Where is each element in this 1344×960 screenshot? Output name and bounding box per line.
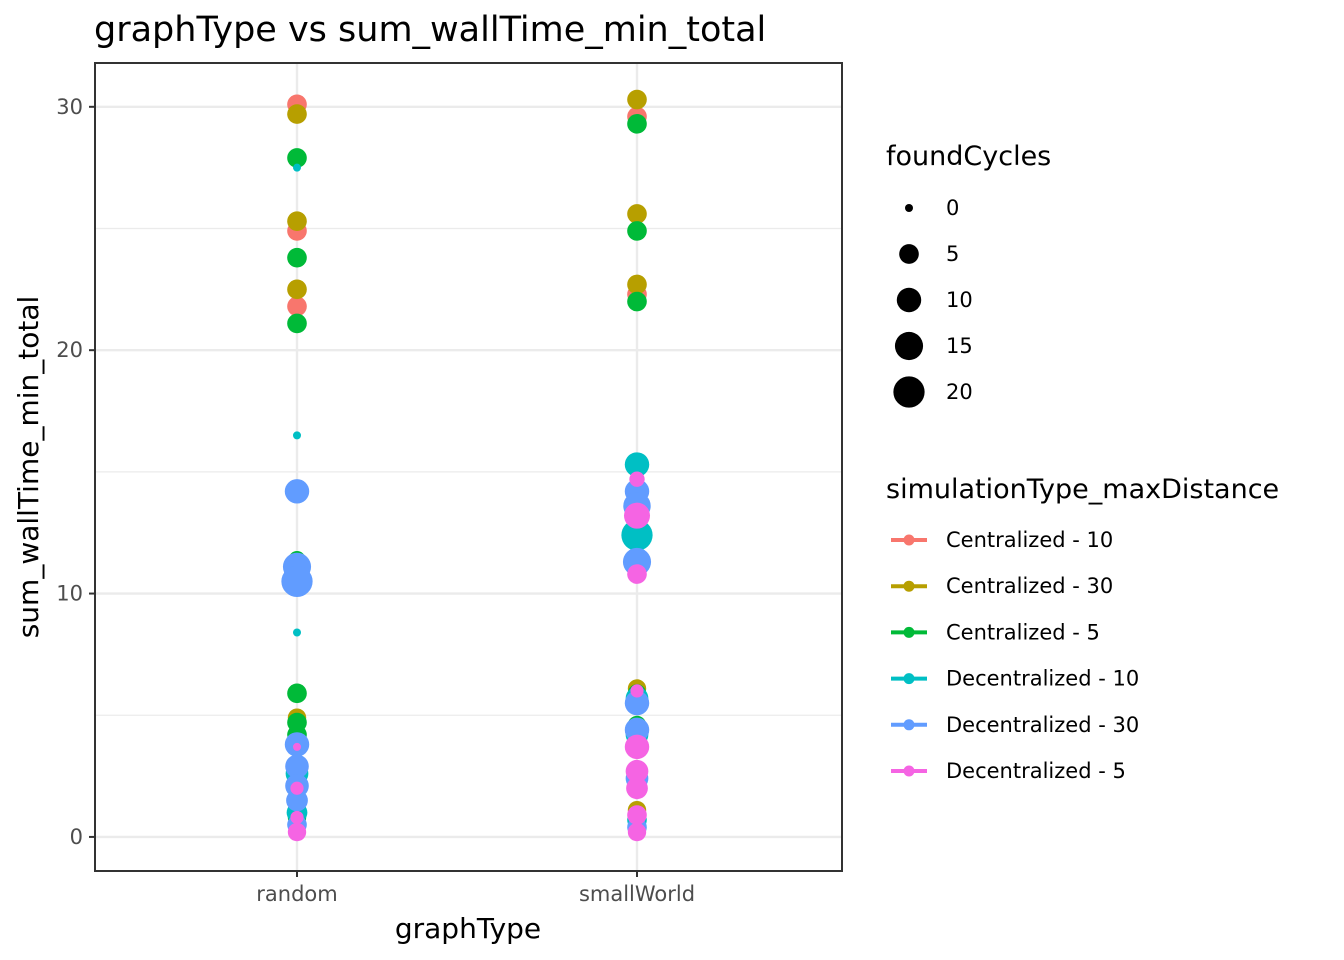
color-legend-label: Decentralized - 5 [946, 759, 1126, 783]
data-point [287, 279, 307, 300]
color-legend-key [903, 719, 915, 731]
color-legend-key [903, 673, 915, 685]
plot-background [95, 63, 842, 871]
data-point [627, 204, 647, 224]
size-legend-key [899, 244, 919, 264]
color-legend-label: Centralized - 5 [946, 620, 1100, 644]
plot-border [94, 62, 843, 872]
data-point [287, 211, 307, 232]
data-point [285, 754, 309, 779]
color-legend-label: Centralized - 30 [946, 574, 1113, 598]
y-tick-label: 30 [56, 95, 83, 119]
y-tick-label: 0 [70, 825, 83, 849]
color-legend-title: simulationType_maxDistance [886, 474, 1279, 505]
size-legend-key [905, 204, 913, 212]
data-point [287, 247, 307, 268]
data-point [627, 221, 647, 241]
data-point [293, 431, 301, 440]
data-point [284, 479, 310, 504]
y-axis-title: sum_wallTime_min_total [12, 296, 45, 639]
data-point [624, 717, 650, 743]
color-legend: simulationType_maxDistance Centralized -… [886, 474, 1279, 783]
data-point [621, 519, 653, 551]
color-legend-key [903, 580, 915, 592]
data-point [293, 742, 301, 751]
size-legend-title: foundCycles [886, 141, 1051, 172]
color-legend-key [903, 534, 915, 546]
chart-title: graphType vs sum_wallTime_min_total [94, 10, 766, 50]
data-point [287, 148, 307, 168]
data-point [624, 734, 650, 760]
x-tick-label: random [256, 882, 337, 906]
data-points [281, 89, 653, 842]
data-point [287, 296, 307, 317]
data-point [290, 810, 304, 825]
data-point [287, 822, 307, 842]
data-point [293, 628, 301, 637]
size-legend-key [896, 287, 922, 313]
data-point [287, 104, 307, 124]
size-legend-label: 0 [946, 196, 959, 220]
data-point [287, 683, 307, 704]
data-point [627, 274, 647, 295]
color-legend-label: Decentralized - 10 [946, 667, 1139, 691]
data-point [625, 759, 649, 783]
data-point [630, 684, 644, 698]
data-point [627, 114, 647, 134]
y-tick-label: 20 [56, 338, 83, 362]
y-axis: 0 10 20 30 [56, 95, 95, 849]
x-axis: random smallWorld [256, 871, 695, 906]
data-point [627, 564, 647, 584]
size-legend-label: 5 [946, 242, 959, 266]
data-point [626, 777, 648, 800]
data-point [627, 89, 647, 110]
data-point [627, 822, 647, 842]
data-point [624, 452, 650, 477]
size-legend-label: 10 [946, 288, 973, 312]
data-point [624, 690, 650, 716]
x-tick-label: smallWorld [579, 882, 695, 906]
color-legend-label: Centralized - 10 [946, 528, 1113, 552]
data-point [627, 805, 647, 825]
y-tick-label: 10 [56, 582, 83, 606]
color-legend-key [903, 626, 915, 638]
plot-panel [94, 62, 843, 872]
data-point [290, 781, 304, 795]
color-legend-key [903, 765, 915, 777]
size-legend-key [894, 331, 924, 361]
data-point [281, 565, 313, 598]
color-legend-label: Decentralized - 30 [946, 713, 1139, 737]
data-point [293, 163, 301, 172]
data-point [623, 502, 651, 529]
size-legend-label: 20 [946, 380, 973, 404]
size-legend-label: 15 [946, 334, 973, 358]
data-point [286, 789, 308, 812]
size-legend-key [893, 376, 925, 408]
size-legend-items: 0 5 10 15 20 [893, 196, 973, 408]
data-point [627, 291, 647, 312]
color-legend-items: Centralized - 10 Centralized - 30 Centrali… [891, 528, 1139, 783]
data-point [287, 313, 307, 334]
x-axis-title: graphType [395, 912, 541, 945]
size-legend: foundCycles 0 5 10 15 20 [886, 141, 1051, 408]
data-point [629, 471, 645, 487]
